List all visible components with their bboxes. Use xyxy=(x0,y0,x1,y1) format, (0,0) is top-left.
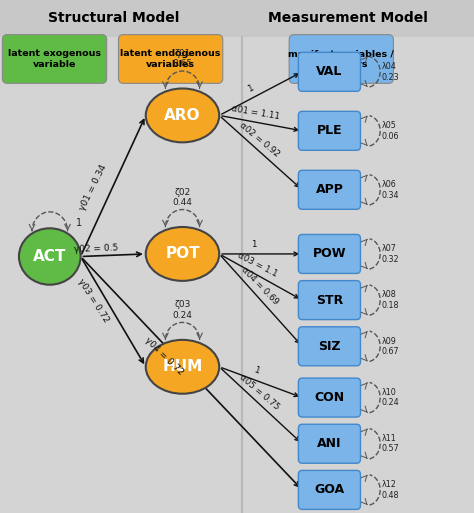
FancyBboxPatch shape xyxy=(299,424,360,463)
FancyBboxPatch shape xyxy=(299,470,360,509)
Text: ζ03
0.24: ζ03 0.24 xyxy=(173,301,192,320)
Ellipse shape xyxy=(146,227,219,281)
FancyBboxPatch shape xyxy=(2,35,107,84)
Ellipse shape xyxy=(19,228,81,285)
Text: λ04
0.23: λ04 0.23 xyxy=(382,62,399,82)
Text: manifest variables /
indicators: manifest variables / indicators xyxy=(288,49,394,69)
Text: Measurement Model: Measurement Model xyxy=(268,11,428,26)
Text: latent exogenous
variable: latent exogenous variable xyxy=(8,49,101,69)
Text: γ03 = 0.72: γ03 = 0.72 xyxy=(76,278,110,325)
Ellipse shape xyxy=(146,89,219,143)
Text: HUM: HUM xyxy=(163,359,202,374)
Text: γ04 = 0.72: γ04 = 0.72 xyxy=(143,336,185,377)
Text: λ08
0.18: λ08 0.18 xyxy=(382,290,399,310)
Text: STR: STR xyxy=(316,293,343,307)
Text: λ06
0.34: λ06 0.34 xyxy=(382,180,399,200)
Text: ARO: ARO xyxy=(164,108,201,123)
Text: POT: POT xyxy=(165,246,200,262)
FancyBboxPatch shape xyxy=(0,0,474,37)
Text: 1: 1 xyxy=(253,366,261,376)
FancyBboxPatch shape xyxy=(299,378,360,417)
Text: SIZ: SIZ xyxy=(318,340,341,353)
Text: α01 = 1.11: α01 = 1.11 xyxy=(231,104,280,122)
FancyBboxPatch shape xyxy=(299,327,360,366)
Text: α05 = 0.75: α05 = 0.75 xyxy=(238,372,281,411)
Text: PLE: PLE xyxy=(317,124,342,137)
Text: CON: CON xyxy=(314,391,345,404)
Text: VAL: VAL xyxy=(316,65,343,78)
FancyBboxPatch shape xyxy=(299,52,360,91)
Text: APP: APP xyxy=(316,183,343,196)
Text: 1: 1 xyxy=(76,219,82,228)
Ellipse shape xyxy=(146,340,219,394)
FancyBboxPatch shape xyxy=(289,35,393,84)
Text: ζ01
0.65: ζ01 0.65 xyxy=(173,49,192,69)
Text: POW: POW xyxy=(313,247,346,261)
FancyBboxPatch shape xyxy=(299,281,360,320)
FancyBboxPatch shape xyxy=(299,234,360,273)
Text: α03 = 1.1: α03 = 1.1 xyxy=(237,251,279,279)
Text: λ09
0.67: λ09 0.67 xyxy=(382,337,399,356)
Text: γ02 = 0.5: γ02 = 0.5 xyxy=(73,244,118,254)
Text: λ12
0.48: λ12 0.48 xyxy=(382,480,399,500)
Text: λ07
0.32: λ07 0.32 xyxy=(382,244,399,264)
Text: λ05
0.06: λ05 0.06 xyxy=(382,121,399,141)
Text: λ11
0.57: λ11 0.57 xyxy=(382,434,399,453)
Text: ζ02
0.44: ζ02 0.44 xyxy=(173,188,192,207)
Text: α02 = 0.92: α02 = 0.92 xyxy=(238,121,281,159)
Text: GOA: GOA xyxy=(314,483,345,497)
Text: 1: 1 xyxy=(251,240,257,249)
Text: latent endogenous
variables: latent endogenous variables xyxy=(120,49,221,69)
Text: Structural Model: Structural Model xyxy=(48,11,180,26)
Text: ANI: ANI xyxy=(317,437,342,450)
Text: α04 = 0.69: α04 = 0.69 xyxy=(240,266,281,307)
FancyBboxPatch shape xyxy=(299,111,360,150)
FancyBboxPatch shape xyxy=(299,170,360,209)
Text: λ10
0.24: λ10 0.24 xyxy=(382,388,399,407)
FancyBboxPatch shape xyxy=(118,35,223,84)
Text: 1: 1 xyxy=(246,84,255,94)
Text: ACT: ACT xyxy=(33,249,66,264)
Text: γ01 = 0.34: γ01 = 0.34 xyxy=(78,164,109,212)
